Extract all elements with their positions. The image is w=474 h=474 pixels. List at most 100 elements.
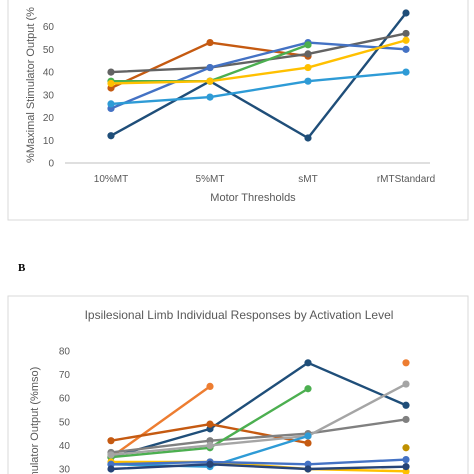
data-point xyxy=(206,382,214,390)
data-point xyxy=(304,63,312,72)
series-segment xyxy=(109,79,212,85)
data-point xyxy=(402,444,410,452)
x-tick-label: 5%MT xyxy=(196,174,225,185)
series-segment xyxy=(306,41,408,51)
chart-b-y-axis-title: Stimulator Output (%mso) xyxy=(29,367,41,474)
data-point xyxy=(402,29,410,38)
series-segment xyxy=(208,66,310,83)
y-tick-label: 10 xyxy=(43,136,55,147)
chart-a-y-axis-title: %Maximal Stimulator Output (% xyxy=(25,7,37,163)
series-segment xyxy=(109,460,212,466)
y-tick-label: 60 xyxy=(43,22,55,33)
data-point xyxy=(304,432,312,440)
chart-a-y-ticks: 0 10 20 30 40 50 60 xyxy=(43,22,55,169)
series-segment xyxy=(109,422,212,442)
data-point xyxy=(304,50,312,58)
x-tick-label: 10%MT xyxy=(94,174,128,185)
chart-b-frame xyxy=(7,295,469,474)
data-point xyxy=(402,415,410,424)
chart-a-frame xyxy=(7,0,469,221)
data-point xyxy=(206,77,214,85)
series-3 xyxy=(107,29,410,76)
series-segment xyxy=(109,385,212,459)
series-segment xyxy=(208,361,310,431)
series-segment xyxy=(306,458,408,466)
series-segment xyxy=(208,463,310,471)
series-segment xyxy=(208,460,310,466)
series-segment xyxy=(109,439,212,454)
data-point xyxy=(304,134,312,142)
data-point xyxy=(107,451,115,459)
x-tick-label: sMT xyxy=(298,174,317,185)
series-segment xyxy=(306,418,408,435)
data-point xyxy=(402,45,410,53)
data-point xyxy=(107,132,115,140)
series-segment xyxy=(208,79,310,99)
data-point xyxy=(206,38,214,47)
data-point xyxy=(402,401,410,409)
y-tick-label: 80 xyxy=(59,347,71,358)
chart-panel-a: 0 10 20 30 40 50 60 10%MT 5%MT sMT rMTStandard Mo… xyxy=(7,0,469,221)
data-point xyxy=(402,463,410,471)
y-tick-label: 50 xyxy=(59,417,71,428)
data-point xyxy=(304,385,312,393)
data-point xyxy=(402,36,410,44)
data-point xyxy=(206,441,214,449)
data-point xyxy=(206,93,214,101)
series-segment xyxy=(306,361,408,407)
series-segment xyxy=(109,446,212,459)
data-point xyxy=(402,455,410,464)
data-point xyxy=(304,77,312,85)
series-6 xyxy=(107,380,410,459)
series-segment xyxy=(208,41,310,69)
data-point xyxy=(402,68,410,76)
data-point xyxy=(107,68,115,76)
data-point xyxy=(304,41,312,49)
series-6 xyxy=(107,36,410,88)
series-4 xyxy=(107,415,410,457)
series-segment xyxy=(306,39,408,69)
chart-a-series xyxy=(107,9,410,142)
series-segment xyxy=(208,434,310,447)
data-point xyxy=(304,465,312,473)
data-point xyxy=(206,63,214,72)
series-segment xyxy=(306,32,408,56)
y-tick-label: 40 xyxy=(43,68,55,79)
series-11 xyxy=(402,359,410,367)
y-tick-label: 60 xyxy=(59,394,71,405)
data-point xyxy=(206,460,214,468)
series-segment xyxy=(208,79,310,140)
data-point xyxy=(107,437,115,445)
chart-b-title: Ipsilesional Limb Individual Responses b… xyxy=(85,308,394,322)
y-tick-label: 70 xyxy=(59,370,71,381)
series-segment xyxy=(306,70,408,83)
data-point xyxy=(304,439,312,447)
series-segment xyxy=(208,43,310,83)
data-point xyxy=(402,380,410,388)
y-tick-label: 50 xyxy=(43,45,55,56)
series-segment xyxy=(306,382,408,438)
series-segment xyxy=(109,79,212,137)
chart-a-x-axis-title: Motor Thresholds xyxy=(210,192,296,204)
y-tick-label: 40 xyxy=(59,441,71,452)
y-tick-label: 30 xyxy=(43,90,55,101)
y-tick-label: 0 xyxy=(48,159,54,170)
chart-panel-b: B Ipsilesional Limb Individual Responses… xyxy=(7,262,469,474)
series-segment xyxy=(109,444,212,457)
series-segment xyxy=(208,432,310,442)
y-tick-label: 20 xyxy=(43,113,55,124)
chart-b-y-ticks: 30 40 50 60 70 80 xyxy=(59,347,71,474)
chart-a-x-ticks: 10%MT 5%MT sMT rMTStandard xyxy=(94,174,435,185)
data-point xyxy=(206,420,214,428)
data-point xyxy=(402,9,410,17)
series-segment xyxy=(208,52,310,69)
series-12 xyxy=(402,444,410,452)
data-point xyxy=(107,465,115,473)
data-point xyxy=(304,359,312,367)
series-segment xyxy=(109,66,212,74)
panel-letter-b: B xyxy=(18,262,26,274)
series-segment xyxy=(208,41,310,58)
series-7 xyxy=(107,68,410,108)
series-segment xyxy=(109,95,212,106)
